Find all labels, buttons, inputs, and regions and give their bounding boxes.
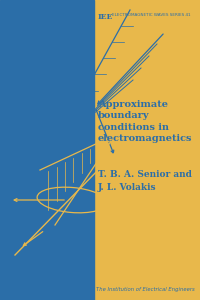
Text: ELECTROMAGNETIC WAVES SERIES 41: ELECTROMAGNETIC WAVES SERIES 41 bbox=[112, 13, 190, 17]
Text: IEE: IEE bbox=[98, 13, 113, 21]
Text: Approximate
boundary
conditions in
electromagnetics: Approximate boundary conditions in elect… bbox=[98, 100, 192, 143]
Bar bbox=[0, 0, 94, 300]
Text: T. B. A. Senior and
J. L. Volakis: T. B. A. Senior and J. L. Volakis bbox=[98, 170, 192, 191]
Text: The Institution of Electrical Engineers: The Institution of Electrical Engineers bbox=[96, 287, 195, 292]
